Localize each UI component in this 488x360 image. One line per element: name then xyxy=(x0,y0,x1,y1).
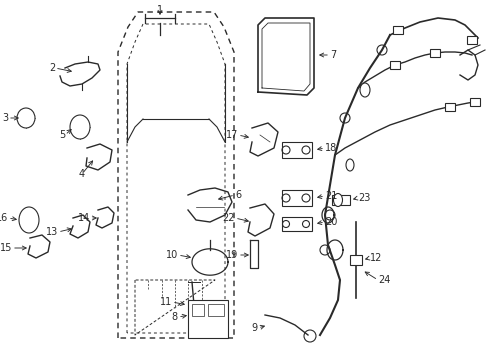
Bar xyxy=(331,195,349,205)
Text: 23: 23 xyxy=(357,193,369,203)
Ellipse shape xyxy=(19,207,39,233)
Ellipse shape xyxy=(346,159,353,171)
Bar xyxy=(392,26,402,34)
Bar xyxy=(282,190,311,206)
Ellipse shape xyxy=(359,83,369,97)
Text: 17: 17 xyxy=(225,130,238,140)
Text: 16: 16 xyxy=(0,213,8,223)
Bar xyxy=(282,217,311,231)
Text: 1: 1 xyxy=(157,5,163,15)
Text: 2: 2 xyxy=(49,63,55,73)
Text: 10: 10 xyxy=(165,250,178,260)
Bar xyxy=(469,98,479,106)
Bar xyxy=(207,304,224,316)
Bar xyxy=(429,49,439,57)
Text: 18: 18 xyxy=(325,143,337,153)
Bar xyxy=(444,103,454,111)
Text: 8: 8 xyxy=(171,312,178,322)
Text: 19: 19 xyxy=(225,250,238,260)
Text: 12: 12 xyxy=(369,253,382,263)
Text: 15: 15 xyxy=(0,243,12,253)
Bar xyxy=(192,304,203,316)
Text: 22: 22 xyxy=(222,213,235,223)
Text: 6: 6 xyxy=(235,190,241,200)
Text: 9: 9 xyxy=(251,323,258,333)
Text: 3: 3 xyxy=(2,113,8,123)
Bar xyxy=(187,300,227,338)
Ellipse shape xyxy=(333,194,342,207)
Text: 14: 14 xyxy=(78,213,90,223)
Bar xyxy=(282,142,311,158)
Text: 5: 5 xyxy=(59,130,65,140)
Ellipse shape xyxy=(70,115,90,139)
Text: 24: 24 xyxy=(377,275,389,285)
Text: 4: 4 xyxy=(79,169,85,179)
Text: 20: 20 xyxy=(325,217,337,227)
Bar xyxy=(389,61,399,69)
Text: 11: 11 xyxy=(160,297,172,307)
Text: 13: 13 xyxy=(46,227,58,237)
Text: 7: 7 xyxy=(329,50,336,60)
Bar xyxy=(466,36,476,44)
Bar xyxy=(349,255,361,265)
Text: 21: 21 xyxy=(325,191,337,201)
Ellipse shape xyxy=(17,108,35,128)
